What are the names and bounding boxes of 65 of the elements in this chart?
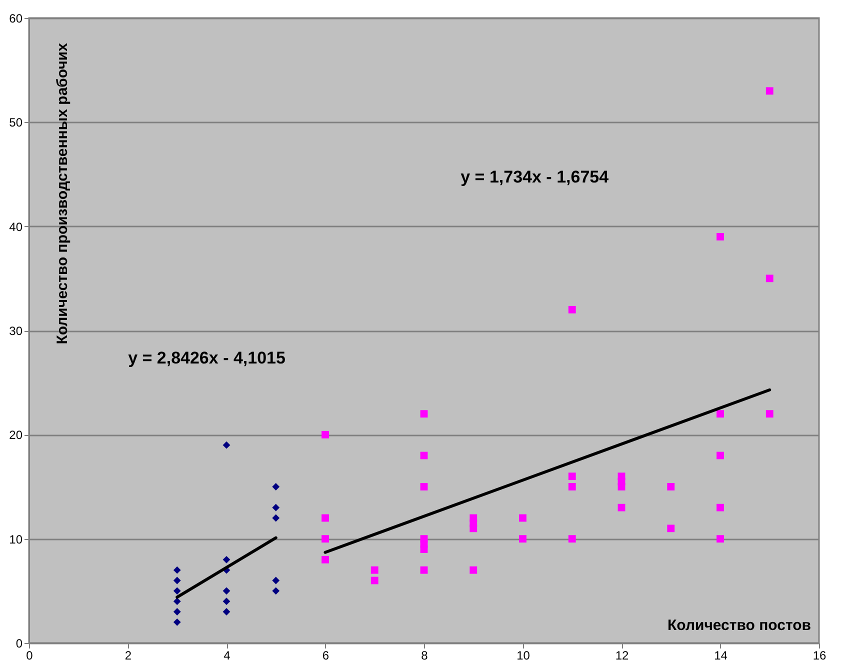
point xyxy=(222,587,230,595)
point xyxy=(519,514,526,522)
point xyxy=(173,576,181,584)
y-tick-label: 50 xyxy=(9,116,23,130)
point xyxy=(222,441,230,449)
point xyxy=(272,587,280,595)
x-tick-label: 6 xyxy=(322,648,330,662)
x-tick-label: 10 xyxy=(516,648,530,662)
point xyxy=(716,410,724,418)
x-tick-label: 2 xyxy=(124,648,132,662)
x-axis-title: Количество постов xyxy=(668,617,811,634)
annotation: y = 2,8426x - 4,1015 xyxy=(128,348,286,368)
y-tick-label: 10 xyxy=(9,532,23,546)
x-tick-label: 12 xyxy=(615,648,629,662)
point xyxy=(222,556,230,564)
point xyxy=(370,566,378,574)
point xyxy=(173,598,181,606)
point xyxy=(618,483,626,490)
x-tick-label: 8 xyxy=(421,648,428,662)
point xyxy=(222,598,230,606)
point xyxy=(272,514,280,522)
point xyxy=(470,566,478,574)
x-tick-label: 0 xyxy=(26,648,34,662)
point xyxy=(667,483,675,490)
point xyxy=(568,483,576,490)
point xyxy=(568,535,576,543)
point xyxy=(272,504,280,512)
point xyxy=(667,524,675,532)
point xyxy=(420,546,428,553)
point xyxy=(173,618,181,626)
y-tick-label: 20 xyxy=(9,428,23,442)
point xyxy=(568,306,576,314)
y-axis-title: Количество производственных рабочих xyxy=(54,42,71,344)
point xyxy=(322,535,329,543)
annotation: y = 1,734x - 1,6754 xyxy=(460,167,610,186)
point xyxy=(519,535,526,543)
point xyxy=(322,514,329,522)
point xyxy=(420,483,428,490)
point xyxy=(716,452,724,460)
point xyxy=(420,566,428,574)
point xyxy=(470,524,478,532)
y-tick-label: 0 xyxy=(16,636,23,650)
point xyxy=(716,233,724,240)
point xyxy=(766,87,774,95)
x-tick-label: 16 xyxy=(812,648,826,662)
point xyxy=(716,504,724,512)
y-tick-label: 40 xyxy=(9,220,23,234)
point xyxy=(568,472,576,480)
y-tick-label: 30 xyxy=(9,324,23,338)
point xyxy=(766,410,774,418)
point xyxy=(173,566,181,574)
point xyxy=(173,587,181,595)
point xyxy=(173,608,181,616)
point xyxy=(322,556,329,564)
x-tick-label: 4 xyxy=(224,648,231,662)
point xyxy=(618,504,626,512)
point xyxy=(272,576,280,584)
point xyxy=(766,274,774,282)
point xyxy=(322,430,329,438)
point xyxy=(716,535,724,543)
point xyxy=(272,483,280,490)
point xyxy=(370,576,378,584)
point xyxy=(420,410,428,418)
x-tick-label: 14 xyxy=(714,648,728,662)
y-tick-label: 60 xyxy=(9,12,23,26)
